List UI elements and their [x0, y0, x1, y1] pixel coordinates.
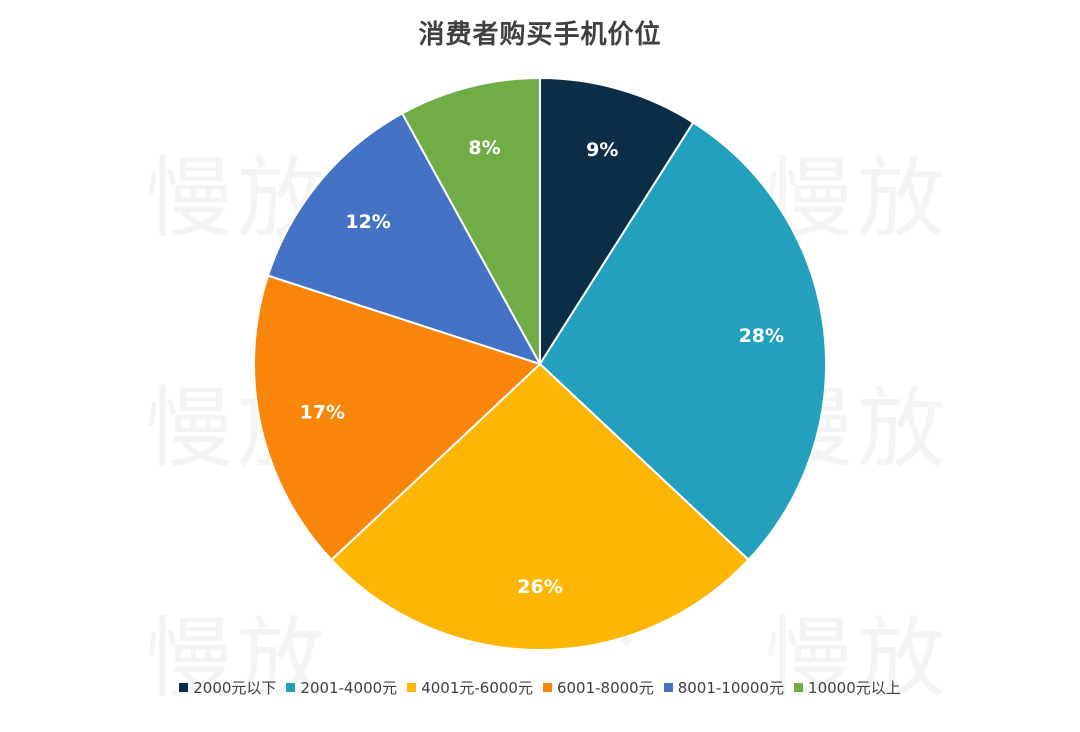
- legend-swatch: [286, 683, 296, 692]
- legend-swatch: [542, 683, 552, 692]
- pie-slice-5: [267, 112, 541, 365]
- slice-data-label: 8%: [468, 137, 500, 159]
- legend-item[interactable]: 2001-4000元: [286, 677, 397, 698]
- legend-label: 6001-8000元: [556, 679, 654, 697]
- legend-swatch: [407, 683, 417, 692]
- legend-item[interactable]: 8001-10000元: [663, 677, 785, 698]
- slice-data-label: 28%: [739, 325, 784, 347]
- legend-item[interactable]: 2000元以下: [179, 677, 276, 698]
- pie-slice-4: [253, 274, 541, 561]
- legend-item[interactable]: 10000元以上: [794, 677, 901, 698]
- slice-data-label: 12%: [345, 211, 390, 233]
- pie-slice-3: [330, 363, 750, 652]
- legend-swatch: [794, 683, 804, 692]
- pie-slice-6: [401, 77, 541, 365]
- legend-label: 4001元-6000元: [421, 679, 533, 697]
- slice-data-label: 26%: [517, 576, 562, 598]
- slice-data-label: 9%: [586, 139, 618, 161]
- pie-slice-1: [539, 77, 695, 365]
- slice-data-label: 17%: [300, 402, 345, 424]
- legend-label: 2000元以下: [193, 679, 277, 697]
- legend-swatch: [179, 683, 189, 692]
- legend-swatch: [663, 683, 673, 692]
- pie-slice-2: [539, 121, 827, 561]
- legend-item[interactable]: 4001元-6000元: [407, 677, 533, 698]
- legend-label: 8001-10000元: [677, 679, 785, 697]
- pie-slices: [253, 77, 827, 652]
- pie-labels: 9% 28% 26% 17% 12% 8%: [300, 137, 785, 598]
- legend-label: 2001-4000元: [300, 679, 398, 697]
- legend-label: 10000元以上: [808, 679, 901, 697]
- legend: 2000元以下 2001-4000元 4001元-6000元 6001-8000元 80…: [0, 677, 1080, 698]
- legend-item[interactable]: 6001-8000元: [542, 677, 654, 698]
- chart-title: 消费者购买手机价位: [418, 20, 662, 50]
